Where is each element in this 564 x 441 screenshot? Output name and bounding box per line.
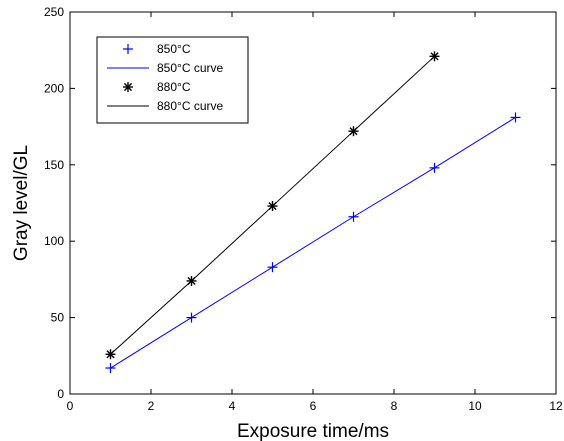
y-tick-label: 250 xyxy=(44,5,64,19)
x-tick-label: 6 xyxy=(310,399,317,413)
x-tick-label: 8 xyxy=(391,399,398,413)
x-tick-label: 0 xyxy=(67,399,74,413)
series-1 xyxy=(110,117,516,369)
x-tick-label: 10 xyxy=(468,399,482,413)
series-3 xyxy=(110,55,435,355)
y-tick-label: 200 xyxy=(44,81,64,95)
y-tick-label: 150 xyxy=(44,158,64,172)
y-tick-label: 50 xyxy=(51,311,65,325)
legend-box xyxy=(96,36,249,124)
legend-label: 850°C xyxy=(157,42,191,56)
series-line xyxy=(110,117,516,369)
y-tick-label: 100 xyxy=(44,234,64,248)
x-tick-label: 4 xyxy=(229,399,236,413)
axis-ticks: 0 2 4 6 8 10 12 0 50 100 150 200 250 xyxy=(44,5,563,413)
legend: 850°C 850°C curve 880°C 880°C curve xyxy=(96,36,249,124)
legend-label: 880°C curve xyxy=(157,99,223,113)
y-tick-label: 0 xyxy=(57,387,64,401)
x-tick-label: 2 xyxy=(148,399,155,413)
legend-label: 850°C curve xyxy=(157,61,223,75)
x-axis-label: Exposure time/ms xyxy=(237,421,389,441)
x-tick-label: 12 xyxy=(549,399,563,413)
y-axis-label: Gray level/GL xyxy=(11,145,32,261)
legend-plus-icon xyxy=(123,44,133,54)
asterisk-icon-d2 xyxy=(123,82,133,92)
series-layer xyxy=(105,51,521,374)
series-line xyxy=(110,55,435,355)
legend-label: 880°C xyxy=(157,80,191,94)
legend-asterisk-icon xyxy=(123,82,133,92)
